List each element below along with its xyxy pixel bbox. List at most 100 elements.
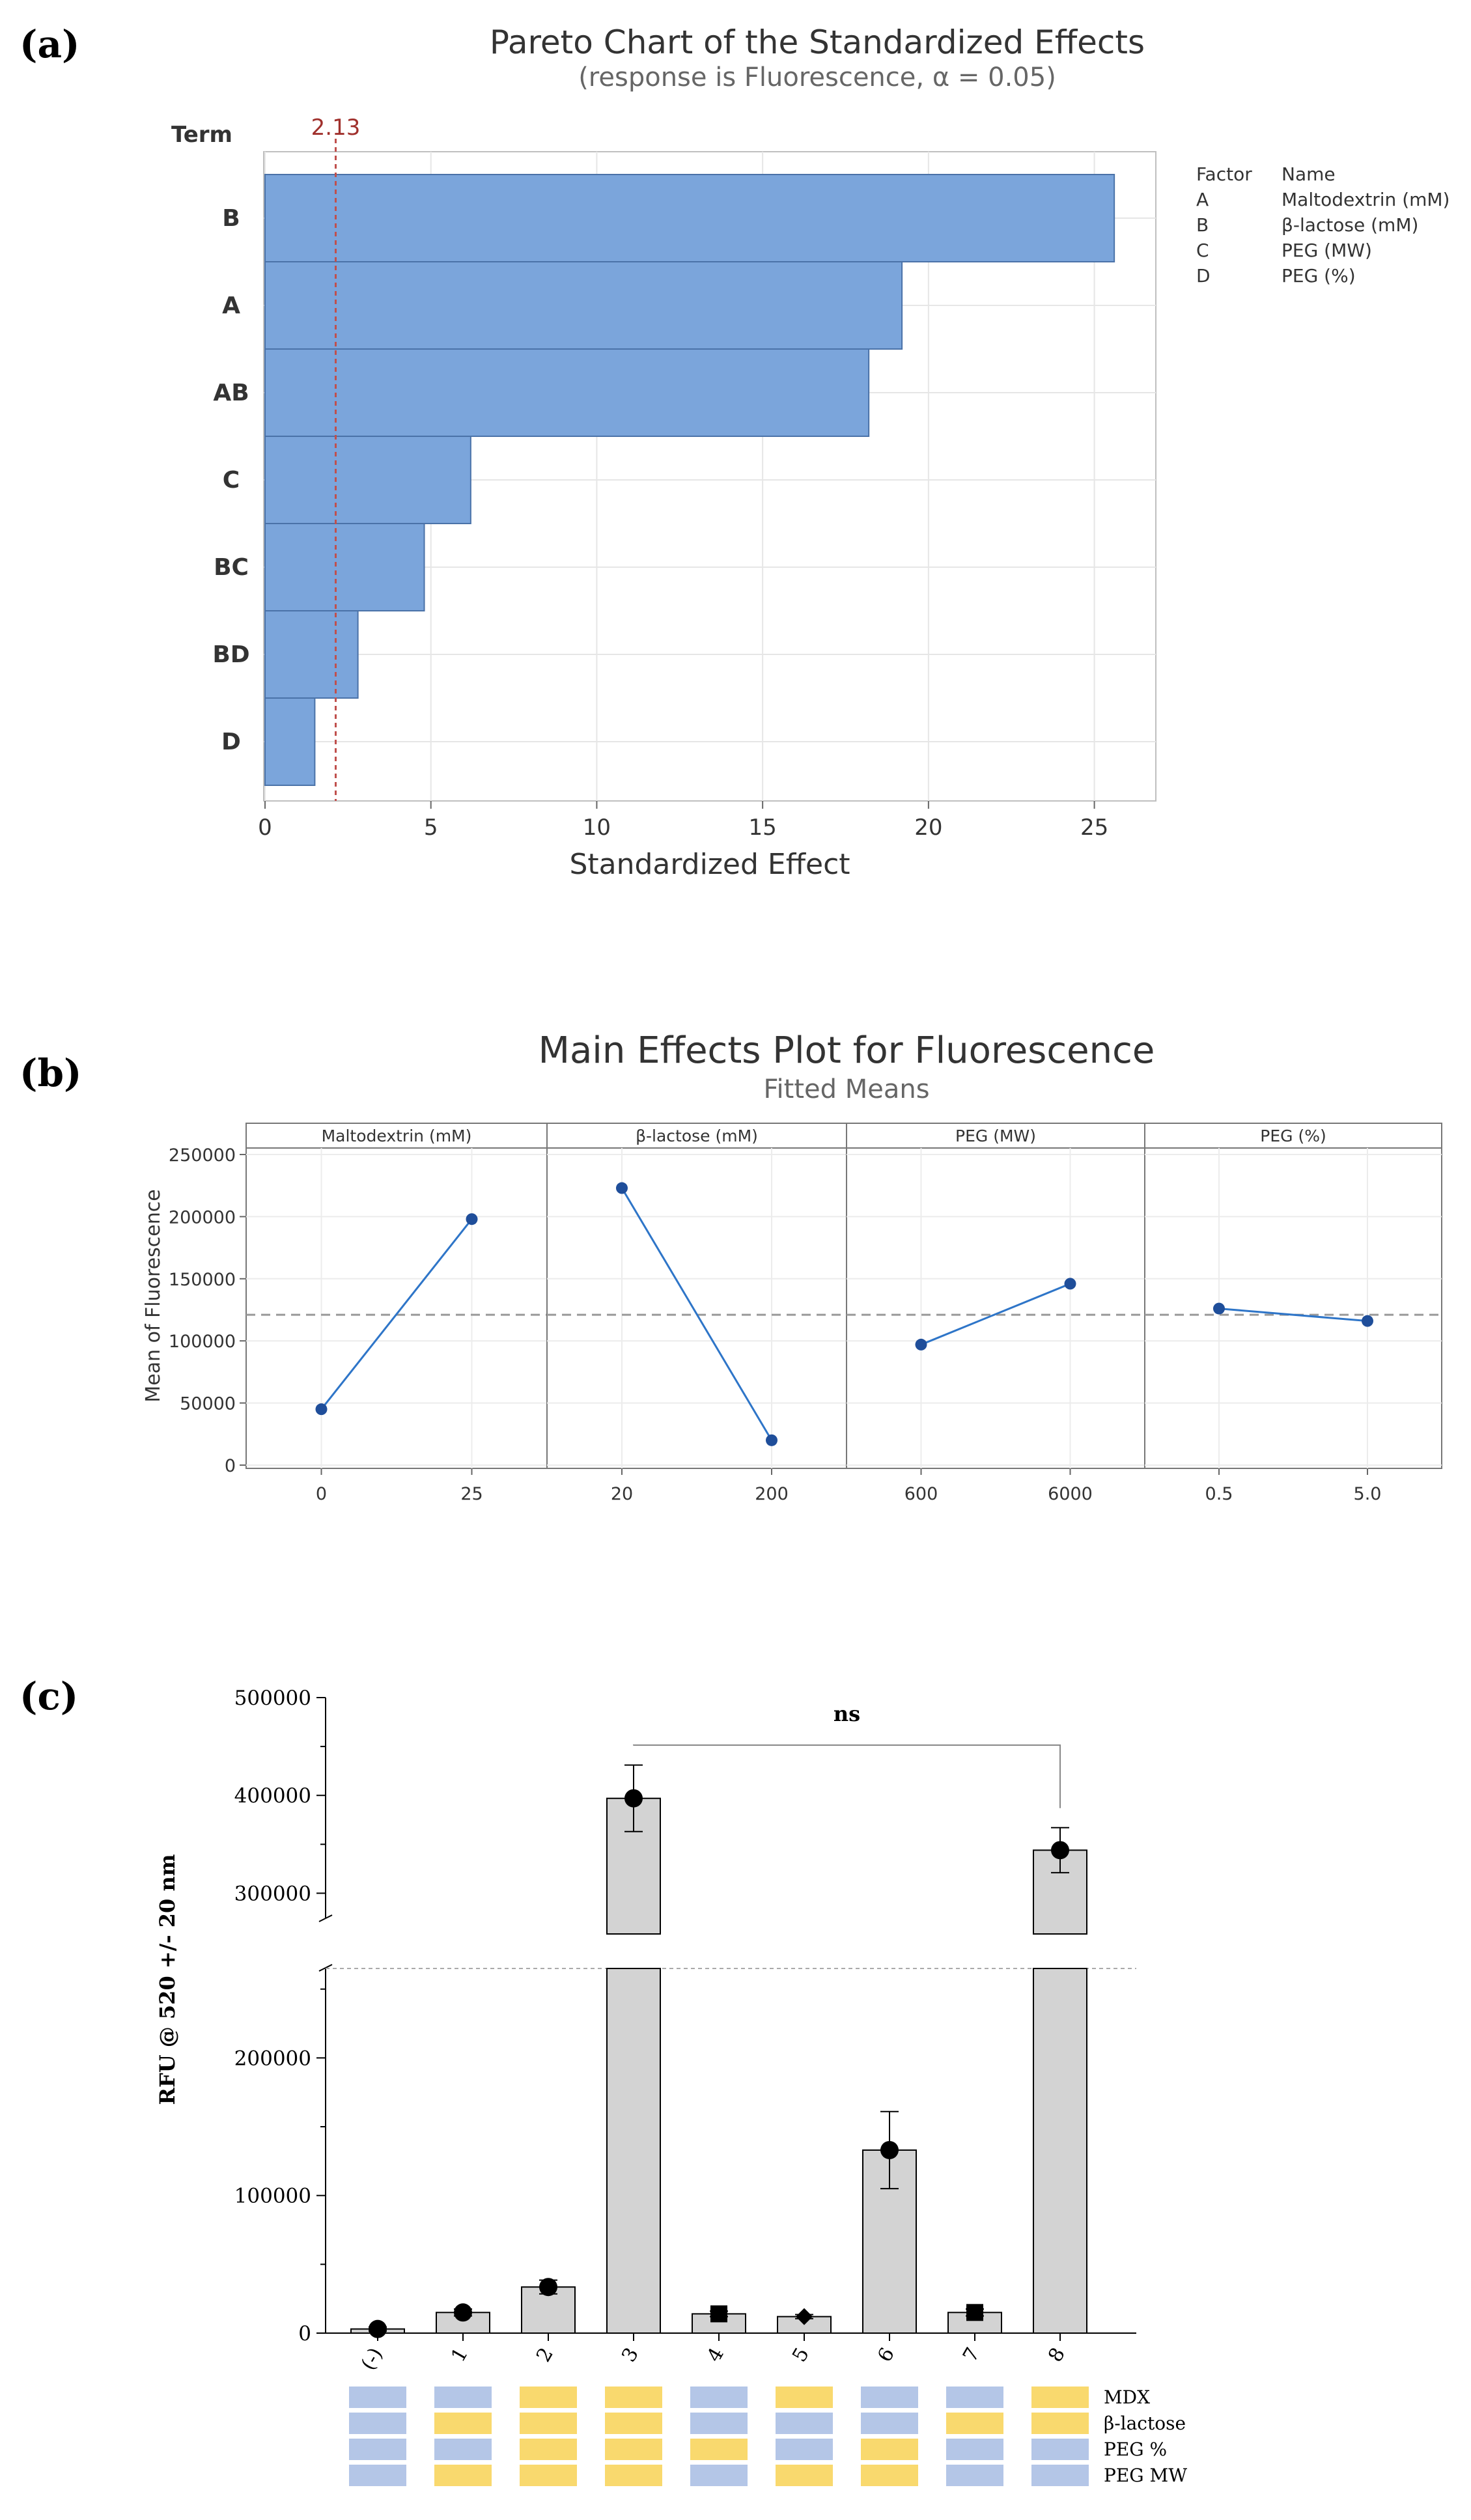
main-effects-panel: PEG (%) 0.5 5.0 [1144,1123,1442,1504]
effect-line [320,1218,473,1410]
factor-cell-low [776,2413,833,2434]
effect-point [1213,1302,1225,1315]
y-tick-label: 400000 [234,1784,311,1808]
factor-cell-high [690,2439,748,2460]
factor-cell-low [349,2465,406,2486]
panel-plot-area [245,1147,548,1469]
factor-level-grid: MDX β-lactose PEG % PEG MW [349,2387,1187,2486]
factor-row-label: PEG MW [1104,2465,1187,2486]
effect-point [1362,1315,1373,1327]
factor-row-label: PEG % [1104,2439,1167,2460]
legend-name: Maltodextrin (mM) [1282,189,1450,210]
bar-8-lower [1033,1968,1087,2334]
factor-cell-high [520,2413,577,2434]
main-effects-subtitle: Fitted Means [763,1074,929,1104]
factor-row-label: MDX [1104,2387,1150,2408]
y-tick-label: 50000 [180,1394,236,1414]
bar-3-lower [606,1968,661,2334]
x-tick-label: 0 [316,1484,327,1504]
category-label: AB [213,380,249,406]
data-marker-circle [624,1789,643,1808]
data-marker-square [710,2305,727,2323]
legend-name: PEG (%) [1282,265,1356,287]
data-marker-circle [454,2303,472,2322]
effect-point [616,1182,628,1194]
pareto-bar-A [264,261,903,350]
pareto-category-labels: B A AB C BC BD D [212,205,249,755]
factor-cell-low [690,2387,748,2408]
category-label: BC [214,554,249,581]
data-marker-circle [539,2278,557,2297]
factor-cell-low [946,2465,1003,2486]
category-label: A [222,292,240,319]
factor-cell-high [605,2413,662,2434]
pareto-bar-B [264,174,1115,262]
x-category-label: 5 [788,2344,814,2366]
x-tick-label: 10 [583,815,611,841]
panel-label-b: (b) [20,1051,81,1095]
panel-strip-label: PEG (%) [1260,1127,1326,1145]
panel-strip-label: β-lactose (mM) [636,1127,758,1145]
factor-cell-high [434,2413,492,2434]
x-tick-label: 600 [904,1484,938,1504]
main-effects-ylabel: Mean of Fluorescence [142,1189,165,1402]
x-tick-label: 20 [611,1484,633,1504]
factor-cell-high [605,2439,662,2460]
factor-cell-high [776,2465,833,2486]
pareto-factor-legend: Factor Name A Maltodextrin (mM) B β-lactose (… [1196,163,1450,287]
effect-point [466,1213,478,1225]
factor-cell-low [1031,2465,1089,2486]
factor-cell-low [946,2439,1003,2460]
y-tick-label: 150000 [169,1270,236,1290]
factor-cell-high [605,2387,662,2408]
legend-name: β-lactose (mM) [1282,214,1418,236]
main-effects-title: Main Effects Plot for Fluorescence [539,1029,1155,1072]
main-effects-panel: β-lactose (mM) 20 200 [546,1123,847,1504]
factor-cell-low [776,2439,833,2460]
factor-cell-high [520,2439,577,2460]
rfu-ylabel: RFU @ 520 +/- 20 nm [155,1854,180,2105]
main-effects-panels: Maltodextrin (mM) 0 25 β-lactose (mM) 20 200 P… [245,1123,1442,1504]
category-label: BD [212,641,249,668]
x-tick-label: 20 [914,815,942,841]
factor-cell-low [349,2413,406,2434]
main-effects-chart: (b) Main Effects Plot for Fluorescence F… [20,1029,1442,1504]
panel-strip [1144,1123,1442,1149]
x-tick-label: 25 [460,1484,483,1504]
x-tick-label: 200 [755,1484,789,1504]
data-marker-square [966,2304,983,2321]
pareto-bars [264,174,1115,786]
factor-cell-high [520,2387,577,2408]
factor-cell-low [861,2413,918,2434]
rfu-bar-chart: (c) RFU @ 520 +/- 20 nm 0 100000 200000 300… [20,1674,1187,2486]
y-tick-label: 200000 [234,2047,311,2070]
x-tick-label: 0.5 [1205,1484,1233,1504]
pareto-chart: (a) Pareto Chart of the Standardized Eff… [20,22,1450,881]
factor-cell-low [861,2387,918,2408]
y-tick-label: 250000 [169,1145,236,1166]
data-marker-circle [880,2140,899,2159]
x-tick-label: 25 [1080,815,1108,841]
panel-plot-area [546,1147,847,1469]
x-tick-label: 15 [749,815,777,841]
factor-cell-low [1031,2439,1089,2460]
factor-cell-low [434,2439,492,2460]
x-tick-label: 5 [424,815,438,841]
main-effects-panel: PEG (MW) 600 6000 [846,1123,1145,1504]
factor-cell-low [349,2439,406,2460]
factor-cell-high [1031,2387,1089,2408]
significance-label: ns [834,1701,860,1726]
legend-factor: C [1196,240,1209,261]
x-category-label: (-) [357,2344,387,2375]
legend-name: PEG (MW) [1282,240,1372,261]
pareto-bar-AB [264,348,870,437]
category-label: B [222,205,240,232]
factor-row-label: β-lactose [1104,2413,1186,2434]
legend-factor: B [1196,214,1209,236]
factor-cell-high [434,2465,492,2486]
y-tick-label: 300000 [234,1882,311,1905]
legend-factor: A [1196,189,1209,210]
rfu-bars [350,1764,1087,2338]
main-effects-y-axis: 0 50000 100000 150000 200000 250000 [169,1145,246,1476]
